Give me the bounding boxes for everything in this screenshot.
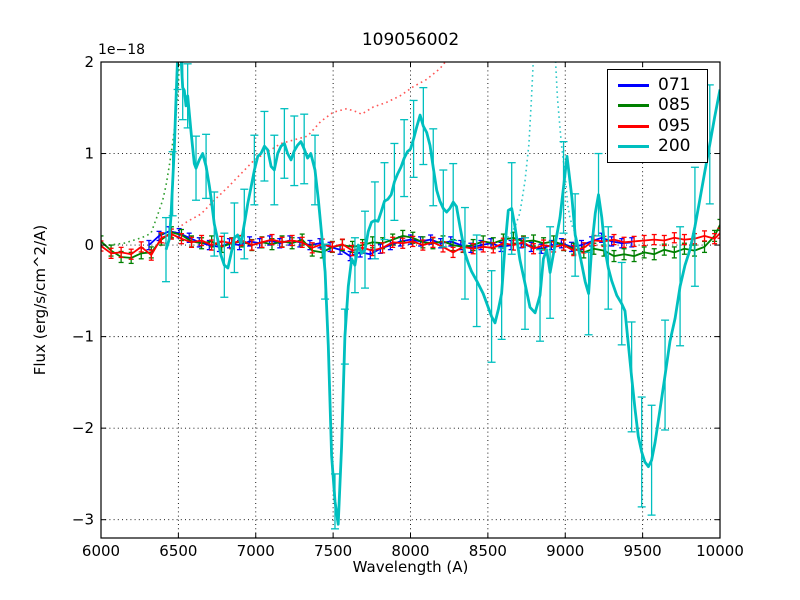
legend-label: 085 <box>658 95 691 116</box>
y-tick-label: −1 <box>72 328 94 346</box>
x-tick-label: 7000 <box>237 542 275 560</box>
legend-line-sample <box>618 104 649 108</box>
legend: 071 085 095 200 <box>607 69 708 163</box>
dotted-curve-085-dotted <box>108 62 181 246</box>
x-tick-label: 6500 <box>159 542 197 560</box>
x-tick-label: 9000 <box>546 542 584 560</box>
curve-200 <box>164 62 720 526</box>
x-tick-label: 6000 <box>82 542 120 560</box>
legend-entry-095: 095 <box>618 116 703 136</box>
legend-line-sample <box>618 145 649 149</box>
x-tick-label: 8000 <box>391 542 429 560</box>
curve-095 <box>101 232 720 256</box>
y-tick-label: 1 <box>84 145 94 163</box>
y-axis-label: Flux (erg/s/cm^2/A) <box>31 224 49 376</box>
legend-entry-071: 071 <box>618 75 703 95</box>
legend-label: 071 <box>658 74 691 95</box>
x-tick-label: 8500 <box>469 542 507 560</box>
x-axis-label: Wavelength (A) <box>352 558 469 576</box>
plot-title: 109056002 <box>361 30 460 50</box>
y-axis-offset-label: 1e−18 <box>98 42 146 58</box>
y-tick-label: −2 <box>72 419 94 437</box>
x-tick-label: 9500 <box>624 542 662 560</box>
legend-label: 200 <box>658 136 691 157</box>
dotted-curve-200-dotted <box>502 62 577 242</box>
legend-entry-200: 200 <box>618 137 703 157</box>
series-200 <box>161 62 720 530</box>
legend-entry-085: 085 <box>618 96 703 116</box>
legend-label: 095 <box>658 115 691 136</box>
dotted-curve-095-dotted <box>155 62 447 248</box>
x-tick-label: 10000 <box>696 542 744 560</box>
y-tick-label: 0 <box>84 236 94 254</box>
y-tick-label: −3 <box>72 511 94 529</box>
legend-line-sample <box>618 124 649 128</box>
y-tick-label: 2 <box>84 53 94 71</box>
x-tick-label: 7500 <box>314 542 352 560</box>
legend-line-sample <box>618 83 649 87</box>
